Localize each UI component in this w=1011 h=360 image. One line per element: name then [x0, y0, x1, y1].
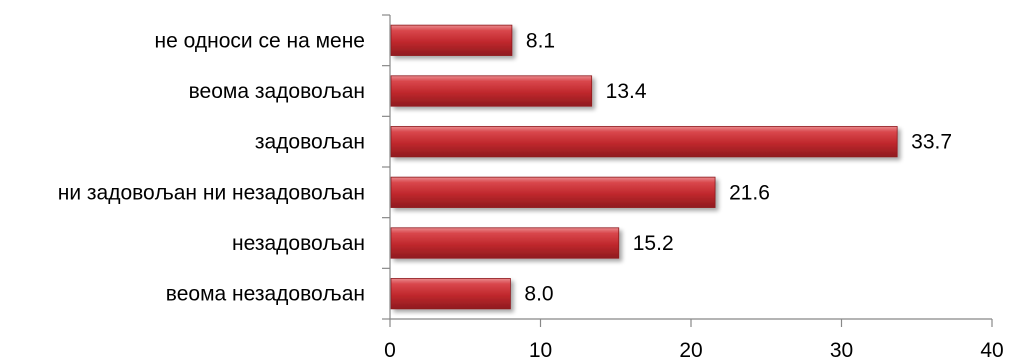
category-label: веома задовољан: [189, 80, 365, 103]
bar: [390, 75, 593, 107]
x-tick-label: 0: [384, 339, 396, 360]
x-axis-ticks: 0 10 20 30 40: [384, 319, 1004, 360]
bar: [390, 227, 620, 259]
data-label: 21.6: [729, 181, 770, 204]
value-labels: 8.1 13.4 33.7 21.6 15.2 8.0: [524, 29, 952, 305]
bar: [390, 176, 716, 208]
axes: [389, 15, 992, 320]
data-label: 13.4: [606, 80, 647, 103]
x-tick-label: 30: [830, 339, 853, 360]
data-label: 8.0: [524, 283, 553, 306]
x-tick-label: 10: [529, 339, 552, 360]
category-label: незадовољан: [232, 232, 365, 255]
category-labels: не односи се на мене веома задовољан задов…: [58, 29, 365, 305]
x-tick-label: 20: [679, 339, 702, 360]
data-label: 33.7: [911, 131, 952, 154]
data-label: 8.1: [526, 29, 555, 52]
category-label: не односи се на мене: [155, 29, 365, 52]
data-label: 15.2: [633, 232, 674, 255]
bar: [390, 126, 898, 158]
x-tick-label: 40: [980, 339, 1003, 360]
bar: [390, 24, 513, 56]
category-label: ни задовољан ни незадовољан: [58, 181, 365, 204]
bars: [390, 24, 898, 310]
bar: [390, 278, 511, 310]
category-label: задовољан: [255, 131, 365, 154]
category-label: веома незадовољан: [166, 283, 365, 306]
y-axis-ticks: [382, 14, 390, 320]
